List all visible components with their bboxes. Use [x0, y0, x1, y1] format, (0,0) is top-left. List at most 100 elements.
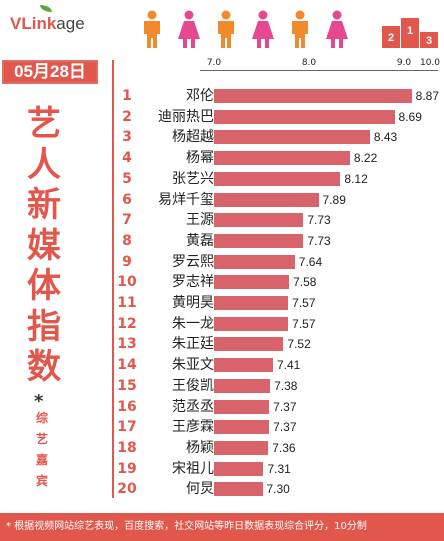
artist-name: 黄磊	[186, 232, 214, 249]
artist-name: 黄明昊	[172, 295, 214, 311]
score-label: 7.73	[307, 213, 331, 228]
score-label: 7.89	[322, 192, 346, 207]
score-bar	[214, 151, 350, 166]
title-char: 数	[27, 347, 61, 387]
score-bar	[214, 420, 270, 435]
woman-icon	[252, 10, 274, 48]
rank-number: 15	[117, 377, 137, 394]
score-label: 8.22	[353, 151, 378, 166]
artist-name: 易烊千玺	[158, 191, 214, 208]
rank-number: 3	[122, 129, 132, 146]
artist-name: 张艺兴	[172, 170, 214, 187]
rank-number: 12	[117, 315, 137, 332]
woman-icon	[178, 10, 200, 48]
svg-text:2: 2	[388, 32, 394, 44]
score-label: 7.58	[293, 275, 317, 290]
score-bar	[214, 296, 289, 310]
score-label: 7.57	[292, 296, 316, 310]
subtitle-char: 宾	[35, 474, 48, 488]
artist-name: 宋祖儿	[172, 460, 214, 477]
red-divider	[112, 60, 114, 498]
vertical-title: 艺人新媒体指数	[22, 104, 66, 388]
rank-number: 20	[117, 481, 137, 498]
rank-number: 1	[122, 88, 132, 104]
artist-name: 王彦霖	[172, 419, 214, 436]
score-label: 7.31	[267, 461, 291, 476]
rank-number: 5	[122, 170, 132, 187]
rank-number: 10	[117, 274, 137, 291]
man-icon	[218, 10, 234, 48]
leaf-icon	[40, 5, 52, 12]
footer-note: * 根据视频网站综艺表现，百度搜索，社交网站等昨日数据表现综合评分，10分制	[0, 513, 444, 541]
man-icon	[144, 10, 160, 48]
score-label: 7.64	[298, 254, 323, 269]
score-bar	[214, 275, 290, 290]
artist-name: 王源	[186, 212, 214, 229]
rank-number: 11	[117, 295, 137, 311]
svg-text:3: 3	[426, 35, 432, 47]
artist-name: 王俊凯	[172, 377, 214, 394]
score-label: 7.41	[276, 358, 301, 373]
podium-icon: 2 1 3	[382, 18, 438, 48]
score-label: 7.38	[274, 378, 298, 393]
svg-text:1: 1	[407, 25, 413, 37]
rank-number: 9	[122, 253, 132, 270]
rank-number: 14	[117, 357, 137, 374]
x-axis-line	[200, 70, 438, 71]
score-label: 7.37	[273, 420, 297, 435]
score-bar	[214, 316, 289, 331]
score-bar	[214, 233, 304, 248]
score-bar	[214, 358, 273, 373]
title-char: 媒	[27, 225, 61, 266]
artist-name: 迪丽热巴	[158, 108, 214, 125]
score-bar	[214, 89, 412, 103]
rank-number: 18	[117, 439, 137, 456]
score-bar	[214, 482, 263, 497]
artist-name: 邓伦	[186, 88, 214, 104]
rank-number: 6	[122, 191, 132, 208]
score-bar	[214, 254, 295, 269]
score-bar	[214, 192, 319, 207]
logo-text-tail: age	[56, 14, 85, 33]
subtitle-char: 艺	[35, 432, 48, 446]
rank-number: 2	[122, 108, 132, 125]
date-badge: 05月28日	[2, 60, 98, 84]
logo-text-main: VLink	[10, 14, 57, 33]
rank-number: 17	[117, 419, 137, 436]
score-label: 8.12	[344, 171, 368, 186]
score-bar	[214, 171, 341, 186]
title-char: 人	[27, 144, 61, 185]
vlinkage-logo: VLinkage	[10, 5, 85, 34]
score-label: 7.37	[273, 399, 297, 414]
rank-number: 19	[117, 460, 137, 477]
score-bar	[214, 399, 270, 414]
score-label: 8.43	[373, 130, 398, 145]
woman-icon	[326, 10, 348, 48]
artist-name: 范丞丞	[172, 398, 214, 415]
artist-name: 杨幂	[186, 150, 214, 167]
x-tick-label: 7.0	[206, 58, 222, 68]
x-tick-label: 10.0	[419, 58, 441, 68]
artist-name: 罗云熙	[172, 253, 214, 270]
score-bar	[214, 378, 271, 393]
rank-number: 16	[117, 398, 137, 415]
score-bar	[214, 440, 269, 455]
subtitle-char: 嘉	[35, 453, 48, 467]
score-bar	[214, 130, 370, 145]
man-icon	[292, 10, 308, 48]
artist-name: 朱亚文	[172, 357, 214, 374]
rank-number: 4	[122, 150, 132, 167]
score-bar	[214, 109, 395, 124]
score-label: 7.73	[307, 233, 331, 248]
x-tick-label: 9.0	[396, 58, 412, 68]
score-bar	[214, 213, 304, 228]
title-char: 指	[27, 306, 61, 347]
rank-number: 7	[122, 212, 132, 229]
title-char: 新	[27, 185, 61, 225]
score-label: 8.87	[415, 89, 439, 103]
score-label: 7.52	[287, 337, 311, 352]
title-char: 艺	[27, 104, 61, 144]
score-bar	[214, 337, 284, 352]
artist-name: 杨颖	[186, 439, 214, 456]
rank-number: 8	[122, 232, 132, 249]
